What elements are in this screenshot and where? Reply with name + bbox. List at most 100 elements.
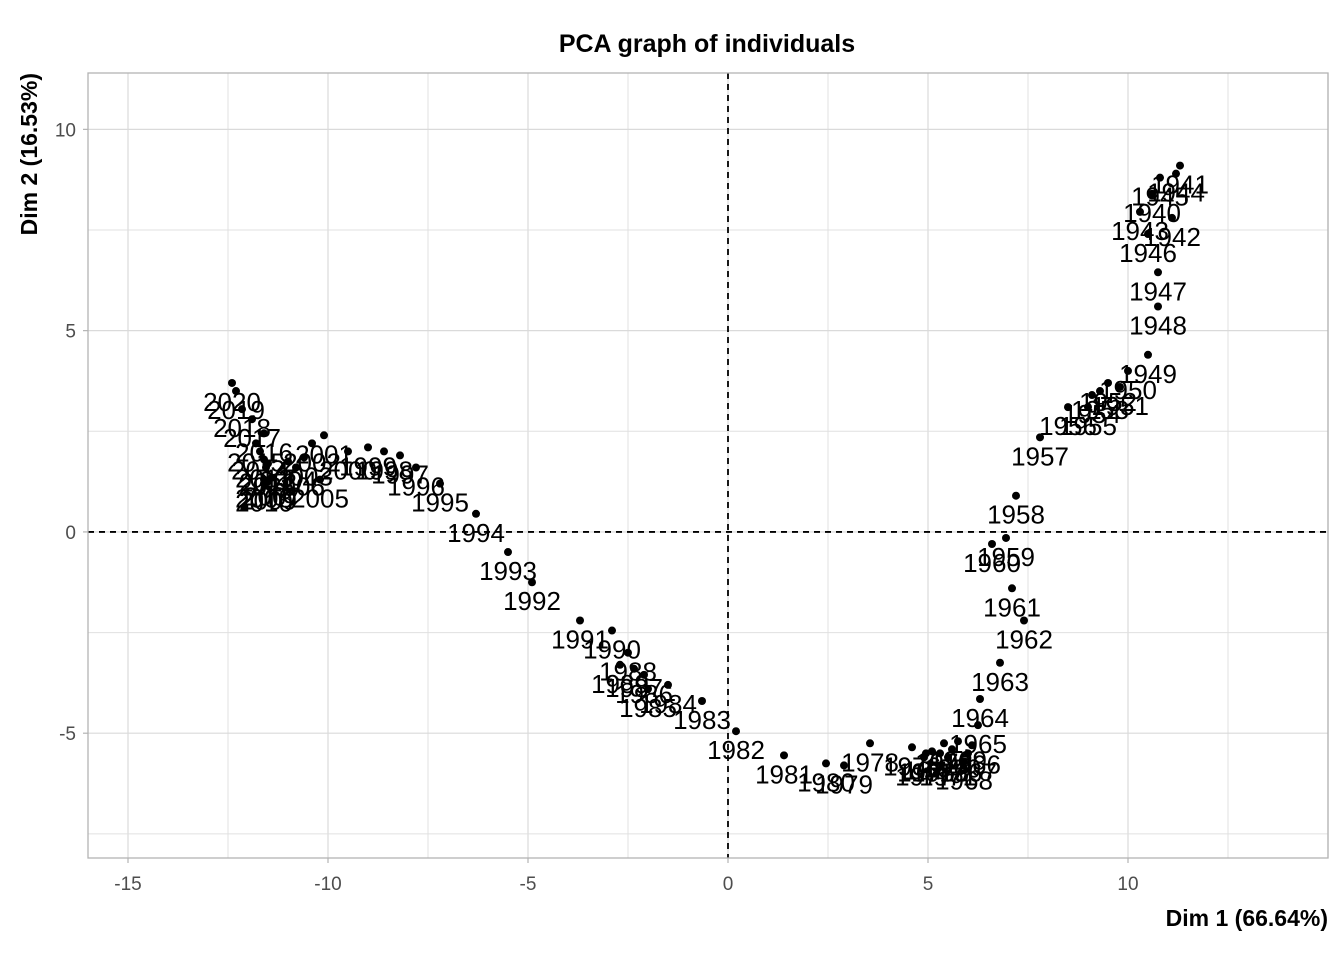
point-label: 1963 [971,667,1029,697]
data-point [840,761,848,770]
point-label: 1983 [673,705,731,735]
point-label: 2008 [235,484,293,514]
point-label: 1977 [895,761,953,791]
data-point [528,578,536,587]
point-label: 2003 [275,461,333,491]
point-label: 1946 [1119,238,1177,268]
data-point [732,727,740,736]
data-point [698,697,706,705]
data-point [436,479,444,488]
point-label: 1999 [339,451,397,481]
point-label: 1944 [1147,178,1205,208]
data-point [1002,533,1010,542]
data-point [866,739,874,748]
data-point [1020,616,1028,625]
point-label: 1968 [935,765,993,795]
point-label: 1945 [1131,182,1189,212]
point-label: 1972 [915,747,973,777]
data-point [344,447,352,456]
point-label: 1955 [1059,411,1117,441]
point-label: 1973 [911,757,969,787]
data-point [292,463,300,472]
data-point [1144,230,1152,239]
data-point [936,749,944,758]
x-tick-label: -15 [114,874,141,895]
x-tick-label: 5 [923,874,934,895]
point-label: 1962 [995,624,1053,654]
point-label: 1940 [1123,198,1181,228]
point-label: 2020 [203,387,261,417]
data-point [256,447,264,456]
data-point [1172,169,1180,178]
point-label: 1941 [1151,170,1209,200]
point-label: 1957 [1011,441,1069,471]
point-label: 1991 [551,624,609,654]
point-label: 1989 [591,669,649,699]
point-label: 1994 [447,518,505,548]
data-point [948,745,956,754]
point-label: 1979 [815,769,873,799]
data-points [228,161,1184,770]
point-label: 1997 [371,459,429,489]
point-label: 2012 [239,467,297,497]
point-label: 1966 [943,749,1001,779]
point-label: 1984 [639,689,697,719]
data-point [316,475,324,484]
data-point [284,457,292,466]
point-label: 2001 [295,439,353,469]
data-point [928,747,936,756]
data-point [260,479,268,488]
data-point [822,759,830,768]
point-label: 1969 [929,745,987,775]
point-label: 2011 [238,472,294,502]
point-label: 2010 [235,488,293,518]
point-label: 1992 [503,586,561,616]
point-label: 2004 [259,465,317,495]
point-label: 1974 [903,755,961,785]
point-label: 1970 [923,753,981,783]
point-label: 1987 [605,673,663,703]
x-axis-title: Dim 1 (66.64%) [1166,905,1328,931]
point-label: 1959 [977,542,1035,572]
point-label: 1942 [1143,222,1201,252]
point-label: 1985 [619,693,677,723]
point-label: 1958 [987,500,1045,530]
x-axis-ticks: -15 -10 -5 0 5 10 [114,858,1139,895]
point-label: 1990 [583,635,641,665]
point-label: 2014 [231,455,289,485]
point-label: 2016 [235,437,293,467]
data-point [1008,584,1016,593]
data-point [920,753,928,762]
data-point [964,749,972,758]
point-label: 2019 [207,395,265,425]
data-point [1084,403,1092,412]
plot-panel [87,72,1329,859]
point-label: 1982 [707,735,765,765]
data-point [968,741,976,750]
data-point [260,429,268,438]
data-point [1104,378,1112,387]
y-tick-label: -5 [59,724,76,745]
x-tick-label: -10 [314,874,341,895]
data-point [248,415,256,424]
data-point [1154,302,1162,311]
data-point [996,658,1004,667]
data-point [1036,433,1044,442]
data-point [1176,161,1184,170]
point-label: 2013 [235,463,293,493]
data-point [616,660,624,669]
data-point [940,739,948,748]
data-point [504,548,512,557]
point-label: 2006 [267,472,325,502]
data-point [238,405,246,414]
data-point [988,540,996,548]
data-point [1144,350,1152,359]
point-label: 1948 [1129,310,1187,340]
data-point [944,753,952,762]
data-point [252,439,260,448]
point-label: 1954 [1063,399,1121,429]
point-label: 1960 [963,548,1021,578]
data-point [1064,403,1072,412]
